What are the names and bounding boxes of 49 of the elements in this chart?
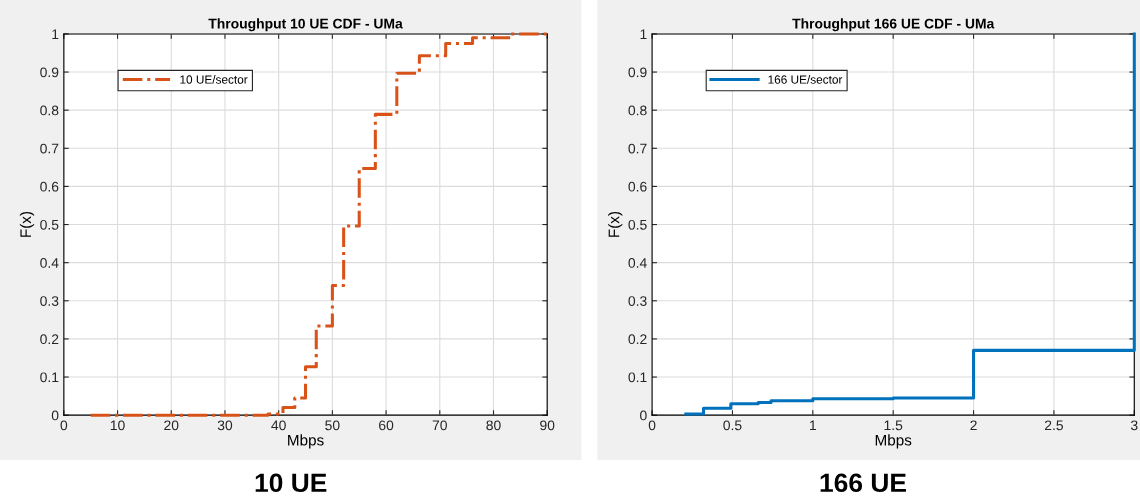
y-tick-label: 0.7 bbox=[628, 143, 647, 154]
x-tick-label: 1.5 bbox=[884, 420, 903, 431]
y-axis-title: F(x) bbox=[19, 211, 35, 237]
x-tick-label: 0.5 bbox=[723, 420, 742, 431]
y-tick-label: 0.4 bbox=[40, 258, 59, 268]
y-tick-label: 0.7 bbox=[40, 143, 59, 154]
y-tick-label: 0.5 bbox=[40, 219, 59, 230]
x-tick-label: 20 bbox=[164, 420, 179, 431]
x-axis-title: Mbps bbox=[875, 434, 912, 449]
x-tick-label: 90 bbox=[540, 420, 555, 431]
x-tick-label: 0 bbox=[648, 420, 656, 431]
x-tick-label: 70 bbox=[432, 420, 447, 431]
y-tick-label: 1 bbox=[52, 29, 59, 39]
y-axis-title: F(x) bbox=[608, 211, 623, 237]
x-tick-label: 0 bbox=[60, 420, 68, 431]
x-tick-label: 2.5 bbox=[1044, 420, 1063, 431]
x-tick-label: 30 bbox=[217, 420, 233, 431]
y-tick-label: 0 bbox=[51, 410, 59, 421]
chart-title: Throughput 166 UE CDF - UMa bbox=[792, 18, 995, 32]
y-tick-label: 0.4 bbox=[628, 258, 647, 268]
text: 166 UE bbox=[820, 473, 906, 493]
x-tick-label: 50 bbox=[325, 420, 340, 431]
y-tick-label: 0.8 bbox=[628, 105, 647, 116]
x-tick-label: 1 bbox=[810, 420, 816, 431]
x-tick-label: 40 bbox=[271, 420, 286, 431]
y-tick-label: 0.2 bbox=[40, 334, 59, 345]
x-axis-title: Mbps bbox=[288, 434, 324, 449]
x-tick-label: 60 bbox=[379, 420, 394, 431]
chart-title: Throughput 10 UE CDF - UMa bbox=[208, 18, 403, 32]
x-tick-label: 3 bbox=[1130, 420, 1138, 431]
y-tick-label: 0.3 bbox=[628, 296, 647, 306]
y-tick-label: 1 bbox=[640, 29, 647, 39]
legend-label: 10 UE/sector bbox=[180, 75, 248, 84]
y-tick-label: 0.9 bbox=[40, 67, 59, 78]
y-tick-label: 0.6 bbox=[40, 181, 59, 192]
y-tick-label: 0.5 bbox=[628, 219, 647, 230]
y-tick-label: 0 bbox=[640, 410, 647, 421]
y-tick-label: 0.1 bbox=[40, 372, 59, 383]
y-tick-label: 0.8 bbox=[40, 105, 59, 116]
x-tick-label: 10 bbox=[110, 420, 125, 431]
y-tick-label: 0.6 bbox=[628, 181, 647, 192]
y-tick-label: 0.3 bbox=[40, 296, 59, 306]
y-tick-label: 0.9 bbox=[628, 67, 647, 78]
x-tick-label: 2 bbox=[970, 420, 977, 431]
legend-label: 166 UE/sector bbox=[768, 75, 843, 84]
text: 10 UE bbox=[255, 473, 327, 493]
x-tick-label: 80 bbox=[486, 420, 501, 431]
y-tick-label: 0.2 bbox=[628, 334, 647, 345]
y-tick-label: 0.1 bbox=[628, 372, 647, 383]
